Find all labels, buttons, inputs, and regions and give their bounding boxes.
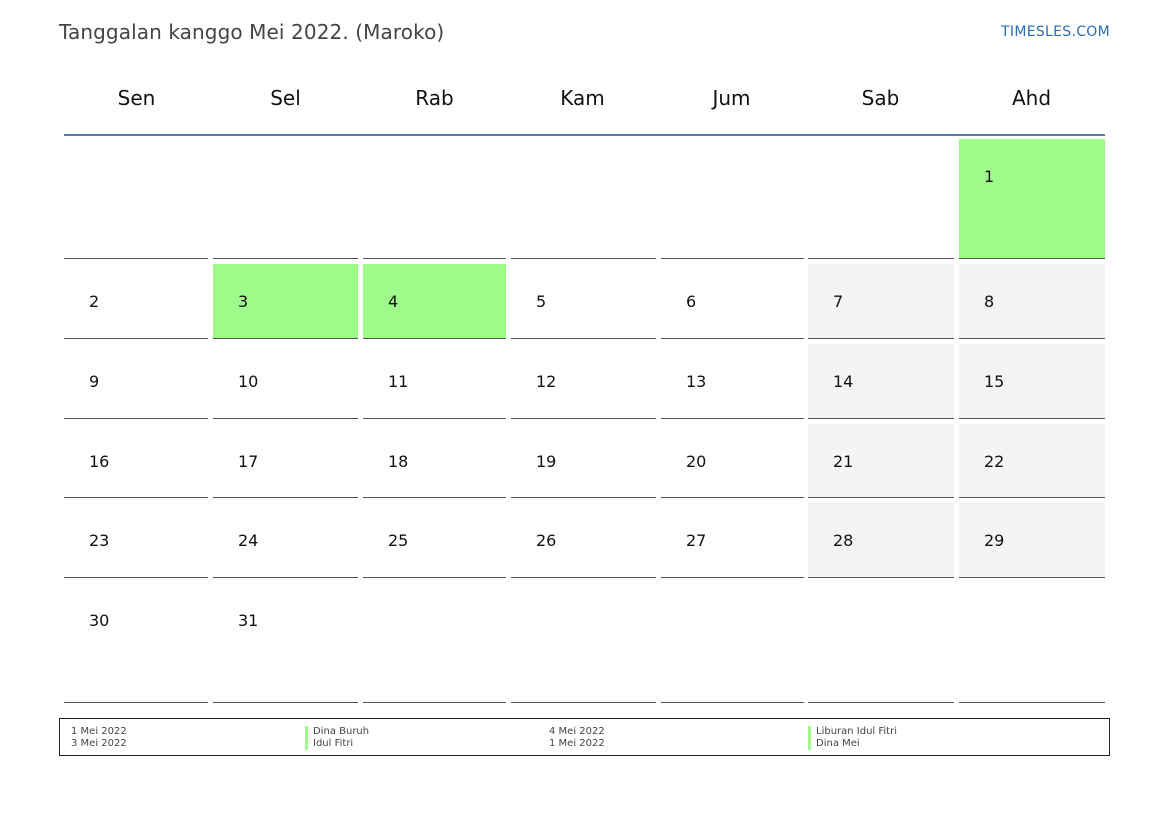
empty-day-cell bbox=[363, 583, 506, 703]
legend-date: 4 Mei 2022 bbox=[549, 726, 605, 737]
day-cell[interactable]: 27 bbox=[661, 503, 804, 578]
day-number: 10 bbox=[238, 372, 259, 391]
day-number: 28 bbox=[833, 531, 854, 550]
day-cell[interactable]: 4 bbox=[363, 264, 506, 339]
day-cell[interactable]: 30 bbox=[64, 583, 208, 703]
empty-day-cell bbox=[661, 583, 804, 703]
day-cell[interactable]: 11 bbox=[363, 344, 506, 419]
weekday-label: Kam bbox=[560, 86, 605, 110]
day-cell[interactable]: 31 bbox=[213, 583, 358, 703]
day-number: 11 bbox=[388, 372, 409, 391]
day-number: 23 bbox=[89, 531, 110, 550]
day-number: 24 bbox=[238, 531, 259, 550]
day-number: 22 bbox=[984, 452, 1005, 471]
weekday-label: Ahd bbox=[1011, 86, 1052, 110]
legend-holiday-name: Dina Mei bbox=[808, 738, 860, 750]
day-cell[interactable]: 8 bbox=[959, 264, 1105, 339]
day-number: 8 bbox=[984, 292, 995, 311]
day-number: 5 bbox=[536, 292, 547, 311]
day-cell[interactable]: 20 bbox=[661, 424, 804, 498]
day-number: 12 bbox=[536, 372, 557, 391]
page-title: Tanggalan kanggo Mei 2022. (Maroko) bbox=[59, 20, 445, 44]
day-cell[interactable]: 26 bbox=[511, 503, 656, 578]
day-number: 14 bbox=[833, 372, 854, 391]
empty-day-cell bbox=[511, 139, 656, 259]
day-cell[interactable]: 23 bbox=[64, 503, 208, 578]
empty-day-cell bbox=[808, 583, 954, 703]
weekday-label: Sen bbox=[117, 86, 156, 110]
legend-date: 1 Mei 2022 bbox=[71, 726, 127, 737]
day-number: 4 bbox=[388, 292, 399, 311]
day-number: 7 bbox=[833, 292, 844, 311]
day-cell[interactable]: 21 bbox=[808, 424, 954, 498]
legend-holiday-name: Liburan Idul Fitri bbox=[808, 726, 897, 738]
day-cell[interactable]: 2 bbox=[64, 264, 208, 339]
day-number: 15 bbox=[984, 372, 1005, 391]
day-number: 17 bbox=[238, 452, 259, 471]
day-cell[interactable]: 12 bbox=[511, 344, 656, 419]
day-number: 9 bbox=[89, 372, 100, 391]
empty-day-cell bbox=[213, 139, 358, 259]
empty-day-cell bbox=[959, 583, 1105, 703]
holiday-legend: 1 Mei 2022 3 Mei 2022 Dina Buruh Idul Fi… bbox=[59, 718, 1110, 756]
empty-day-cell bbox=[64, 139, 208, 259]
day-number: 2 bbox=[89, 292, 100, 311]
day-cell[interactable]: 22 bbox=[959, 424, 1105, 498]
legend-date: 1 Mei 2022 bbox=[549, 738, 605, 749]
day-number: 1 bbox=[984, 167, 995, 186]
day-number: 21 bbox=[833, 452, 854, 471]
day-cell[interactable]: 16 bbox=[64, 424, 208, 498]
day-cell[interactable]: 7 bbox=[808, 264, 954, 339]
weekday-label: Rab bbox=[415, 86, 454, 110]
day-cell[interactable]: 25 bbox=[363, 503, 506, 578]
weekday-header-row: Sen Sel Rab Kam Jum Sab Ahd bbox=[64, 80, 1105, 136]
day-number: 19 bbox=[536, 452, 557, 471]
day-cell[interactable]: 3 bbox=[213, 264, 358, 339]
day-cell[interactable]: 17 bbox=[213, 424, 358, 498]
day-cell[interactable]: 1 bbox=[959, 139, 1105, 259]
empty-day-cell bbox=[363, 139, 506, 259]
weekday-label: Sel bbox=[270, 86, 301, 110]
empty-day-cell bbox=[661, 139, 804, 259]
day-number: 29 bbox=[984, 531, 1005, 550]
weekday-label: Sab bbox=[861, 86, 900, 110]
day-number: 18 bbox=[388, 452, 409, 471]
legend-holiday-name: Dina Buruh bbox=[305, 726, 369, 738]
brand-link[interactable]: TIMESLES.COM bbox=[1001, 24, 1110, 40]
day-cell[interactable]: 28 bbox=[808, 503, 954, 578]
day-number: 26 bbox=[536, 531, 557, 550]
day-cell[interactable]: 5 bbox=[511, 264, 656, 339]
day-cell[interactable]: 18 bbox=[363, 424, 506, 498]
day-cell[interactable]: 13 bbox=[661, 344, 804, 419]
day-number: 31 bbox=[238, 611, 259, 630]
day-cell[interactable]: 29 bbox=[959, 503, 1105, 578]
day-cell[interactable]: 24 bbox=[213, 503, 358, 578]
day-number: 3 bbox=[238, 292, 249, 311]
day-number: 25 bbox=[388, 531, 409, 550]
day-number: 6 bbox=[686, 292, 697, 311]
empty-day-cell bbox=[808, 139, 954, 259]
day-number: 20 bbox=[686, 452, 707, 471]
day-number: 13 bbox=[686, 372, 707, 391]
day-cell[interactable]: 19 bbox=[511, 424, 656, 498]
day-cell[interactable]: 6 bbox=[661, 264, 804, 339]
weekday-label: Jum bbox=[712, 86, 751, 110]
day-cell[interactable]: 15 bbox=[959, 344, 1105, 419]
day-number: 30 bbox=[89, 611, 110, 630]
day-cell[interactable]: 10 bbox=[213, 344, 358, 419]
empty-day-cell bbox=[511, 583, 656, 703]
day-number: 27 bbox=[686, 531, 707, 550]
legend-date: 3 Mei 2022 bbox=[71, 738, 127, 749]
legend-holiday-name: Idul Fitri bbox=[305, 738, 353, 750]
day-cell[interactable]: 14 bbox=[808, 344, 954, 419]
day-cell[interactable]: 9 bbox=[64, 344, 208, 419]
day-number: 16 bbox=[89, 452, 110, 471]
